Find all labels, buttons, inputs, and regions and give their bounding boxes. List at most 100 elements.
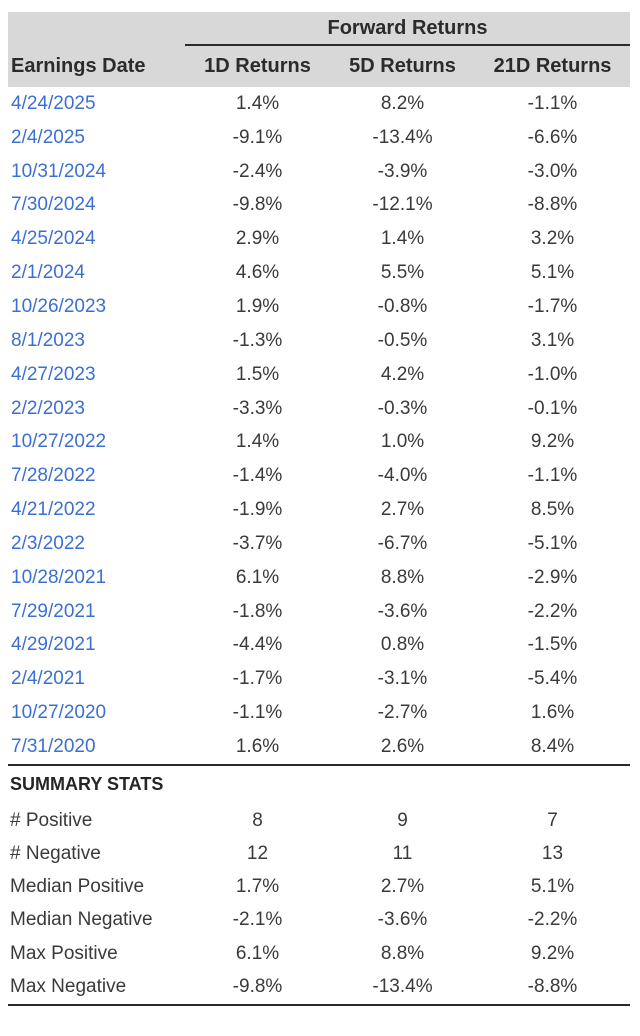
return-value: 5.1% (530, 262, 575, 284)
return-value: 9.2% (530, 431, 575, 453)
summary-stat-value: 6.1% (235, 942, 280, 964)
summary-section: SUMMARY STATS # Positive 8 9 7 # Negative 12 1… (8, 763, 630, 1006)
table-row: 7/29/2021 -1.8% -3.6% -2.2% (8, 595, 630, 629)
table-header: Forward Returns Earnings Date 1D Returns… (8, 12, 630, 87)
return-value: 1.4% (380, 228, 425, 250)
return-value: 0.8% (380, 634, 425, 656)
earnings-date-link[interactable]: 8/1/2023 (11, 329, 85, 351)
return-value: -1.3% (232, 329, 283, 351)
earnings-date-link[interactable]: 2/2/2023 (11, 397, 85, 419)
summary-stat-value: 7 (547, 809, 558, 831)
summary-stat-value: 11 (392, 842, 413, 864)
group-header-forward-returns: Forward Returns (185, 12, 630, 46)
return-value: -12.1% (372, 194, 433, 216)
return-value: -0.3% (377, 397, 428, 419)
earnings-date-link[interactable]: 10/27/2022 (11, 431, 107, 453)
return-value: 6.1% (235, 566, 280, 588)
summary-stat-value: 2.7% (380, 876, 425, 898)
earnings-date-link[interactable]: 10/28/2021 (11, 566, 107, 588)
return-value: 2.6% (380, 735, 425, 757)
earnings-date-link[interactable]: 7/29/2021 (11, 600, 96, 622)
table-row: 2/2/2023 -3.3% -0.3% -0.1% (8, 392, 630, 426)
earnings-date-link[interactable]: 4/24/2025 (11, 92, 96, 114)
return-value: -2.7% (377, 702, 428, 724)
earnings-date-link[interactable]: 4/25/2024 (11, 228, 96, 250)
table-row: 10/31/2024 -2.4% -3.9% -3.0% (8, 155, 630, 189)
earnings-date-link[interactable]: 7/28/2022 (11, 465, 96, 487)
return-value: 1.6% (235, 735, 280, 757)
summary-row: # Negative 12 11 13 (8, 837, 630, 870)
return-value: -13.4% (372, 126, 433, 148)
summary-stat-value: 5.1% (530, 876, 575, 898)
summary-stat-label: # Positive (10, 809, 93, 831)
summary-stat-value: 8.8% (380, 942, 425, 964)
summary-stat-value: 12 (246, 842, 269, 864)
summary-stat-label: # Negative (10, 842, 101, 864)
return-value: -5.4% (527, 668, 578, 690)
header-spacer-cell (8, 12, 185, 45)
summary-stat-value: -3.6% (377, 909, 428, 931)
summary-stat-value: -8.8% (475, 970, 630, 1006)
earnings-date-link[interactable]: 4/21/2022 (11, 499, 96, 521)
return-value: -1.4% (232, 465, 283, 487)
return-value: 2.7% (380, 499, 425, 521)
summary-stat-label: Max Positive (10, 942, 118, 964)
earnings-rows: 4/24/2025 1.4% 8.2% -1.1% 2/4/2025 -9.1% -13.4… (8, 87, 630, 765)
earnings-date-link[interactable]: 10/31/2024 (11, 160, 107, 182)
return-value: 4.6% (235, 262, 280, 284)
table-row: 4/27/2023 1.5% 4.2% -1.0% (8, 358, 630, 392)
earnings-date-link[interactable]: 2/4/2025 (11, 126, 85, 148)
return-value: -6.7% (377, 532, 428, 554)
return-value: 4.2% (380, 363, 425, 385)
summary-row: # Positive 8 9 7 (8, 804, 630, 837)
table-row: 7/30/2024 -9.8% -12.1% -8.8% (8, 189, 630, 223)
return-value: -0.5% (377, 329, 428, 351)
return-value: -3.1% (377, 668, 428, 690)
col-header-5d-returns: 5D Returns (330, 45, 475, 87)
return-value: 1.6% (530, 702, 575, 724)
earnings-date-link[interactable]: 7/30/2024 (11, 194, 96, 216)
earnings-date-link[interactable]: 7/31/2020 (11, 735, 96, 757)
earnings-date-link[interactable]: 2/3/2022 (11, 532, 85, 554)
return-value: -3.3% (232, 397, 283, 419)
return-value: 1.5% (235, 363, 280, 385)
return-value: 8.2% (380, 92, 425, 114)
table-row: 10/26/2023 1.9% -0.8% -1.7% (8, 290, 630, 324)
table-row: 10/27/2022 1.4% 1.0% 9.2% (8, 425, 630, 459)
forward-returns-table: Forward Returns Earnings Date 1D Returns… (8, 12, 630, 1006)
return-value: -2.4% (232, 160, 283, 182)
col-header-21d-returns: 21D Returns (475, 45, 630, 87)
earnings-date-link[interactable]: 10/27/2020 (11, 702, 107, 724)
summary-stat-value: -9.8% (185, 970, 330, 1006)
summary-stat-value: 1.7% (235, 876, 280, 898)
return-value: -3.6% (377, 600, 428, 622)
earnings-date-link[interactable]: 10/26/2023 (11, 295, 107, 317)
summary-stat-label: Median Negative (10, 909, 153, 931)
return-value: -3.0% (527, 160, 578, 182)
return-value: -2.9% (527, 566, 578, 588)
summary-title: SUMMARY STATS (8, 763, 630, 804)
return-value: -5.1% (527, 532, 578, 554)
return-value: 3.1% (530, 329, 575, 351)
return-value: -1.1% (232, 702, 283, 724)
table-row: 2/3/2022 -3.7% -6.7% -5.1% (8, 527, 630, 561)
table-row: 8/1/2023 -1.3% -0.5% 3.1% (8, 324, 630, 358)
return-value: -2.2% (527, 600, 578, 622)
return-value: -9.8% (232, 194, 283, 216)
return-value: -1.9% (232, 499, 283, 521)
return-value: 1.4% (235, 431, 280, 453)
summary-stat-value: 8 (252, 809, 263, 831)
earnings-date-link[interactable]: 2/4/2021 (11, 668, 85, 690)
earnings-date-link[interactable]: 4/27/2023 (11, 363, 96, 385)
return-value: -3.9% (377, 160, 428, 182)
return-value: 1.0% (380, 431, 425, 453)
return-value: -1.7% (232, 668, 283, 690)
col-header-earnings-date: Earnings Date (8, 45, 185, 87)
earnings-date-link[interactable]: 2/1/2024 (11, 262, 85, 284)
return-value: -4.4% (232, 634, 283, 656)
group-header-row: Forward Returns (8, 12, 630, 46)
summary-stat-label: Max Negative (8, 970, 185, 1006)
return-value: 5.5% (380, 262, 425, 284)
summary-stat-value: 9.2% (530, 942, 575, 964)
earnings-date-link[interactable]: 4/29/2021 (11, 634, 96, 656)
